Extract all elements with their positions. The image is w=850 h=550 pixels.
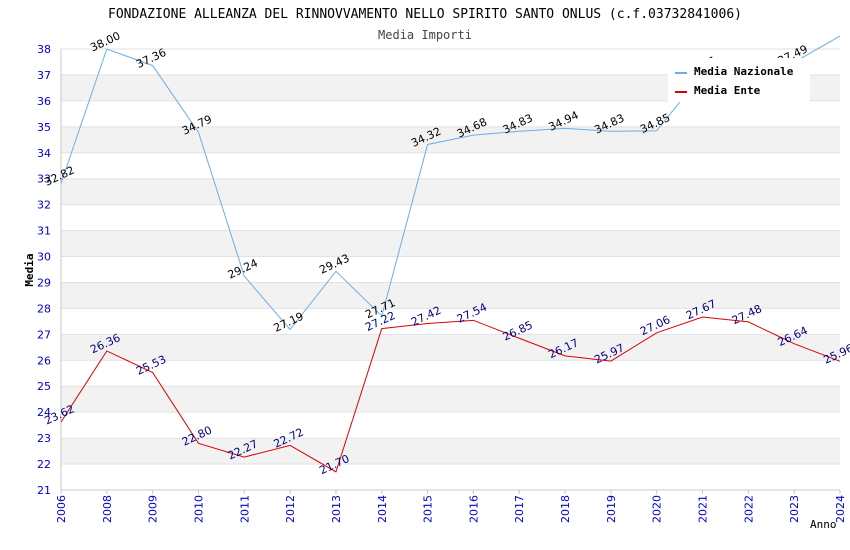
y-tick-label: 26 (37, 354, 51, 367)
data-label: 29.24 (226, 257, 260, 282)
x-axis-label: Anno (810, 518, 837, 531)
grid-band (61, 178, 840, 205)
y-tick-label: 23 (37, 432, 51, 445)
grid-band (61, 230, 840, 257)
legend-box (668, 58, 810, 102)
y-tick-label: 25 (37, 380, 51, 393)
y-tick-label: 35 (37, 121, 51, 134)
x-tick-label: 2014 (376, 495, 389, 523)
x-tick-label: 2020 (651, 495, 664, 523)
data-label: 38.00 (88, 29, 122, 54)
chart-title: FONDAZIONE ALLEANZA DEL RINNOVVAMENTO NE… (108, 7, 742, 22)
y-tick-label: 34 (37, 147, 51, 160)
x-tick-label: 2016 (467, 495, 480, 523)
chart-subtitle: Media Importi (378, 28, 472, 42)
x-tick-label: 2023 (788, 495, 801, 523)
grid-band (61, 334, 840, 361)
x-tick-label: 2011 (238, 495, 251, 523)
x-tick-label: 2013 (330, 495, 343, 523)
y-tick-label: 31 (37, 225, 51, 238)
y-tick-label: 30 (37, 251, 51, 264)
x-tick-label: 2012 (284, 495, 297, 523)
x-tick-label: 2018 (559, 495, 572, 523)
y-tick-label: 32 (37, 199, 51, 212)
x-tick-label: 2017 (513, 495, 526, 523)
legend: Media Nazionale Media Ente (668, 58, 810, 102)
y-tick-label: 36 (37, 95, 51, 108)
y-tick-label: 33 (37, 173, 51, 186)
legend-label-ente: Media Ente (694, 84, 761, 97)
x-tick-label: 2006 (55, 495, 68, 523)
legend-label-nazionale: Media Nazionale (694, 65, 794, 78)
data-label: 37.36 (134, 46, 168, 71)
x-tick-label: 2009 (147, 495, 160, 523)
y-tick-label: 27 (37, 328, 51, 341)
y-tick-label: 29 (37, 276, 51, 289)
x-tick-label: 2019 (605, 495, 618, 523)
y-axis-label: Media (23, 253, 36, 286)
x-tick-label: 2021 (697, 495, 710, 523)
x-tick-label: 2015 (422, 495, 435, 523)
x-tick-label: 2022 (742, 495, 755, 523)
x-tick-label: 2024 (834, 495, 847, 523)
series-line-media-ente (60, 316, 841, 473)
grid-band (61, 386, 840, 413)
y-tick-label: 24 (37, 406, 51, 419)
grid-band (61, 438, 840, 465)
y-tick-label: 28 (37, 302, 51, 315)
y-tick-label: 37 (37, 69, 51, 82)
x-tick-label: 2010 (192, 495, 205, 523)
y-tick-label: 22 (37, 458, 51, 471)
x-tick-label: 2008 (101, 495, 114, 523)
y-tick-label: 21 (37, 484, 51, 497)
grid-band (61, 282, 840, 309)
y-tick-label: 38 (37, 43, 51, 56)
